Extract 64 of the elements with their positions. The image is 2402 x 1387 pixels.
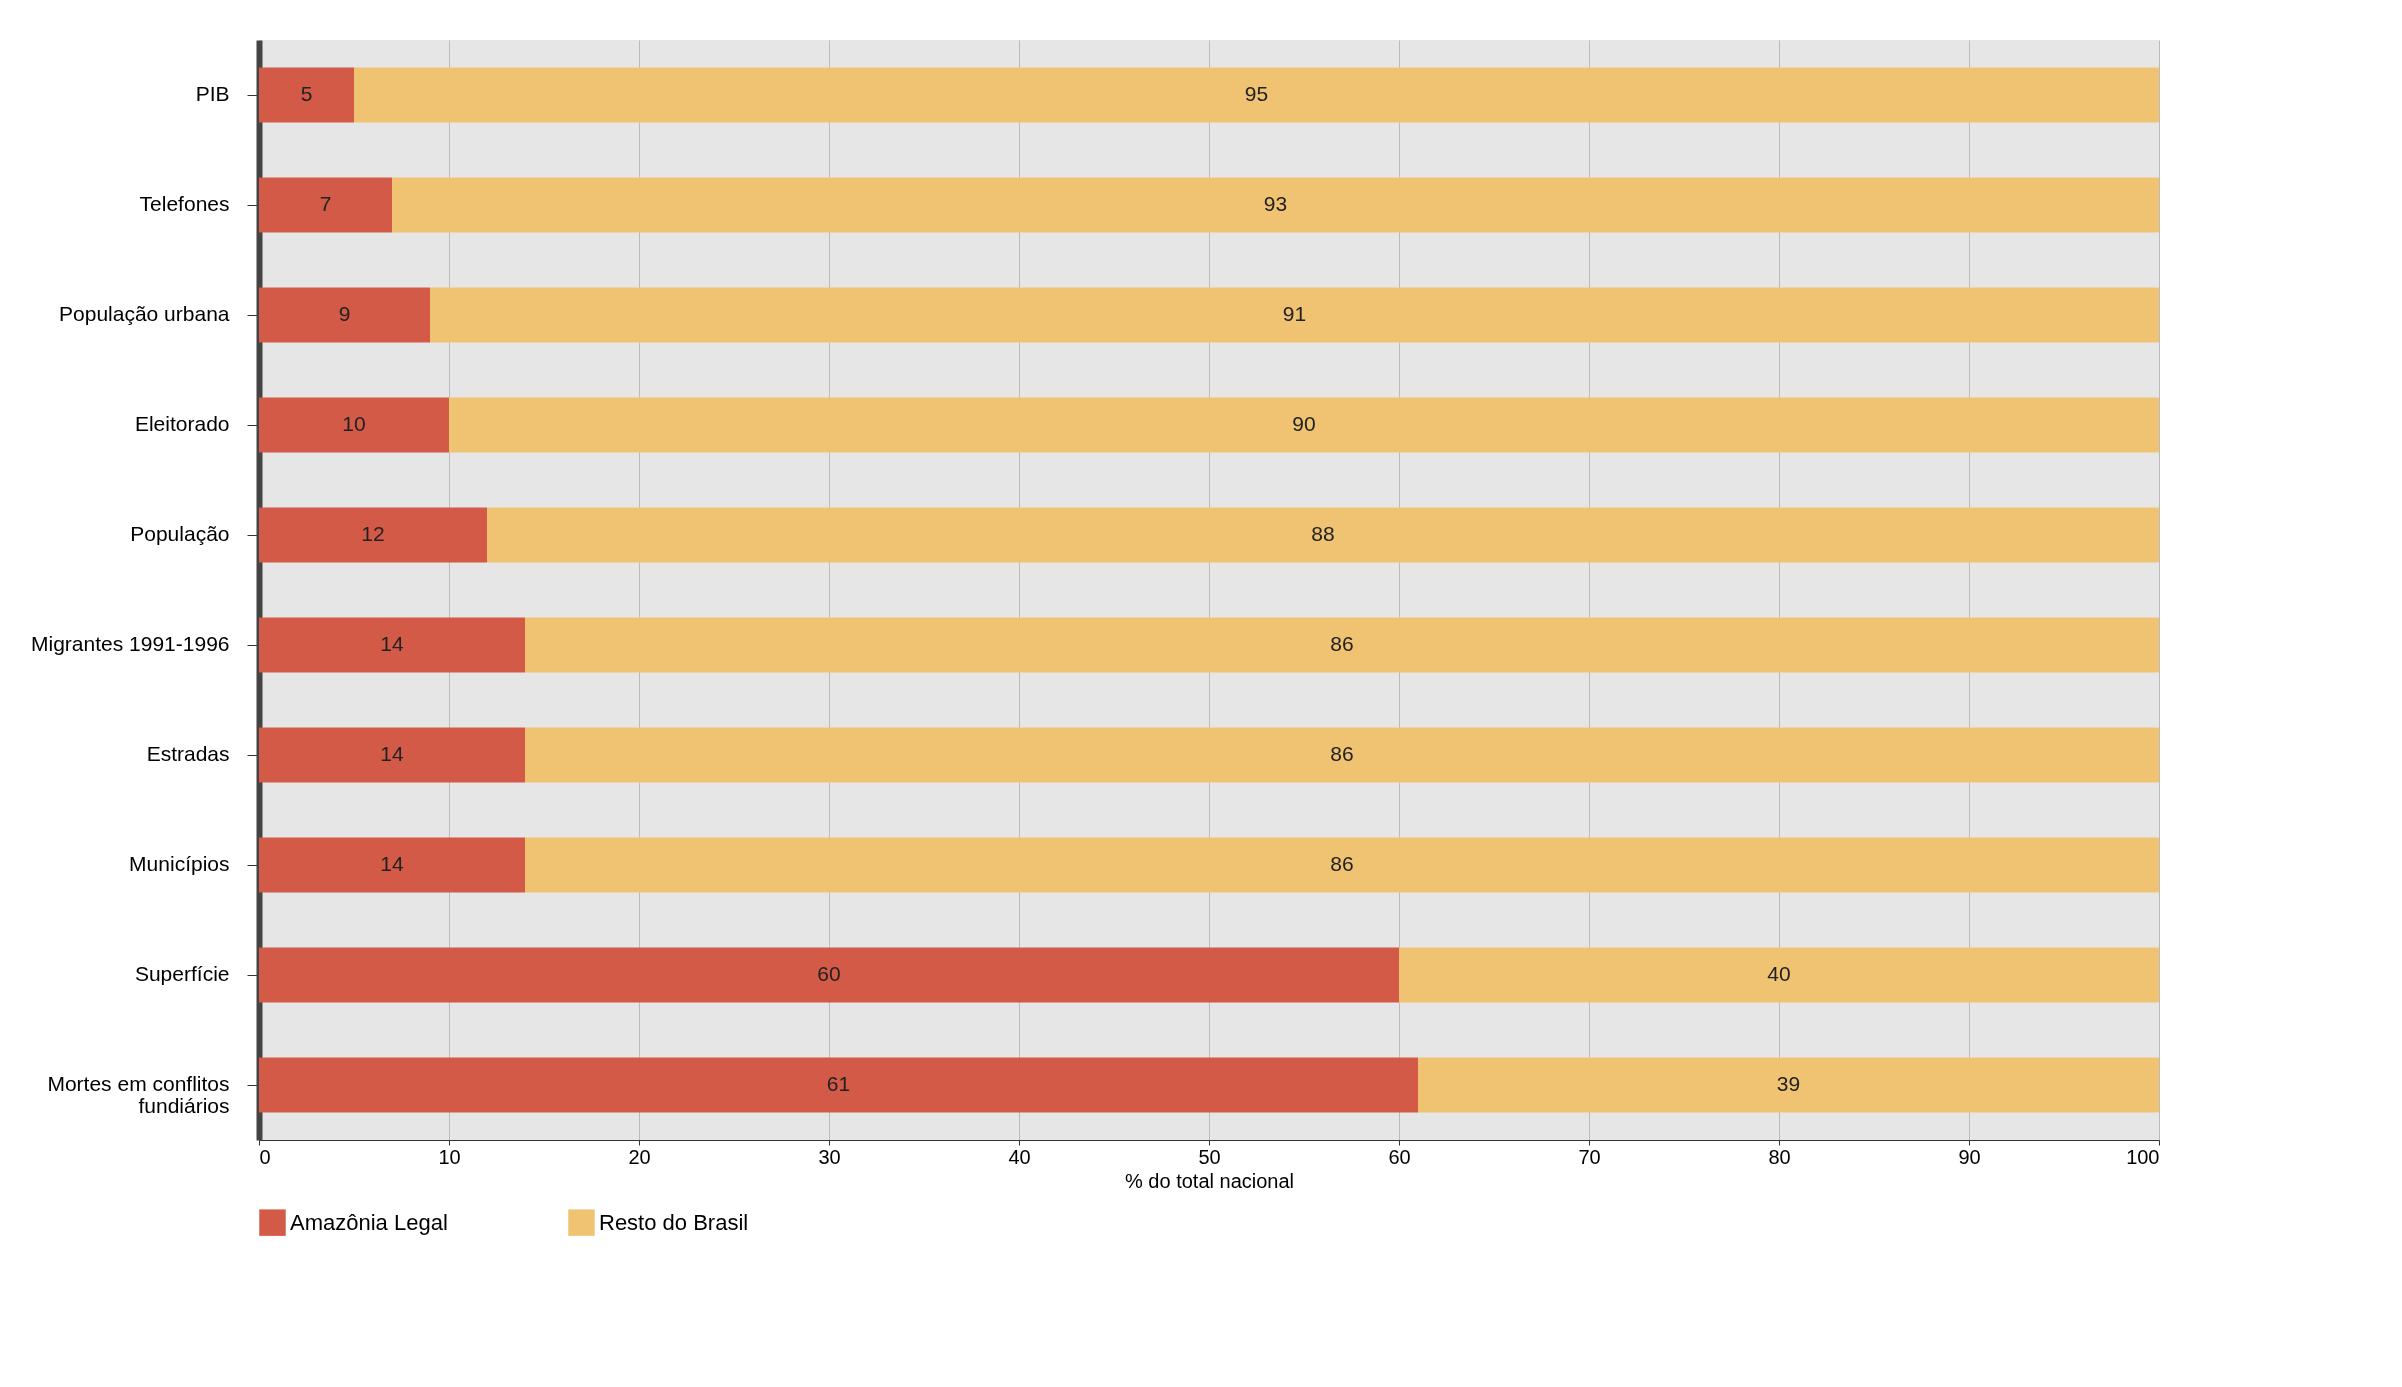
bar [259,507,487,563]
y-tick-label: Superfície [134,962,230,985]
bar [259,67,354,123]
bar [1418,1057,2159,1113]
legend-label: Amazônia Legal [290,1209,448,1235]
y-tick-label: Municípios [129,852,230,875]
y-tick-label: Estradas [146,742,230,765]
bar [259,947,1399,1003]
bar [259,1057,1418,1113]
y-tick-label: População [130,522,230,545]
data-label: 5 [300,82,313,105]
bar [525,837,2159,893]
x-tick-label: 40 [1008,1145,1031,1168]
bar [259,617,525,673]
x-tick-label: 80 [1768,1145,1791,1168]
data-label: 95 [1244,82,1269,105]
data-label: 14 [380,852,404,875]
x-tick-label: 90 [1958,1145,1981,1168]
bar [259,397,449,453]
x-tick-label: 60 [1388,1145,1411,1168]
bar [430,287,2159,343]
bar [487,507,2159,563]
x-axis-title: % do total nacional [1124,1169,1295,1192]
bar [449,397,2159,453]
data-label: 39 [1776,1072,1801,1095]
y-tick-label: PIB [195,82,230,105]
data-label: 86 [1330,632,1354,655]
data-label: 60 [817,962,841,985]
x-tick-label: 0 [259,1145,271,1168]
y-tick-label: Mortes em conflitos fundiários [47,1072,230,1117]
data-label: 14 [380,632,404,655]
data-label: 90 [1292,412,1316,435]
y-tick-label: Telefones [139,192,230,215]
y-tick-label: População urbana [59,302,230,325]
data-label: 91 [1282,302,1307,325]
data-label: 9 [338,302,351,325]
x-tick-label: 30 [818,1145,841,1168]
bar [1399,947,2159,1003]
data-label: 40 [1767,962,1791,985]
data-label: 12 [361,522,385,545]
x-tick-label: 70 [1578,1145,1601,1168]
bar [392,177,2159,233]
data-label: 86 [1330,852,1354,875]
bar [525,727,2159,783]
data-label: 93 [1263,192,1288,215]
x-tick-label: 50 [1198,1145,1221,1168]
x-tick-label: 20 [628,1145,651,1168]
x-tick-label: 10 [438,1145,461,1168]
y-tick-label: Migrantes 1991-1996 [31,632,230,655]
bar [259,287,430,343]
data-label: 10 [342,412,366,435]
bar [259,727,525,783]
x-tick-label: 100 [2126,1145,2160,1168]
bar [525,617,2159,673]
bar [259,837,525,893]
data-label: 88 [1311,522,1335,545]
y-tick-label: Eleitorado [134,412,230,435]
data-label: 14 [380,742,404,765]
data-label: 61 [826,1072,851,1095]
bar [259,177,392,233]
data-label: 86 [1330,742,1354,765]
legend-label: Resto do Brasil [599,1209,749,1235]
data-label: 7 [319,192,332,215]
bar [354,67,2159,123]
